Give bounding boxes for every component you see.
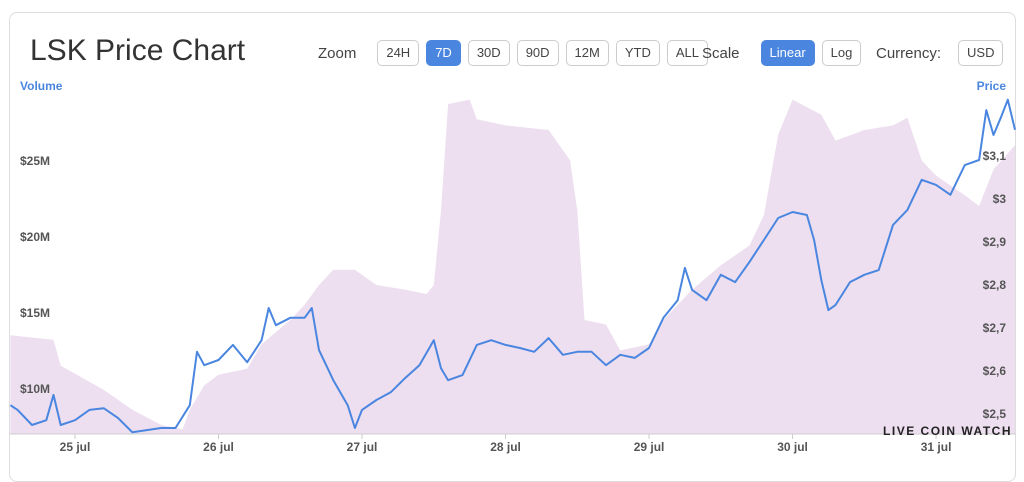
y2-tick-label: $3,1: [983, 149, 1007, 163]
currency-group: Currency: USD: [876, 40, 1004, 66]
volume-area: [10, 99, 1015, 434]
y-tick-label: $20M: [20, 230, 50, 244]
y2-tick-label: $2,8: [983, 278, 1007, 292]
y2-tick-label: $3: [993, 192, 1007, 206]
scale-button[interactable]: Log: [821, 40, 862, 66]
x-tick-label: 29 jul: [634, 440, 665, 454]
zoom-button[interactable]: 7D: [426, 40, 461, 66]
y-tick-label: $10M: [20, 382, 50, 396]
y-tick-label: $25M: [20, 154, 50, 168]
y2-tick-label: $2,5: [983, 407, 1007, 421]
scale-button[interactable]: Linear: [760, 40, 815, 66]
zoom-label: Zoom: [318, 44, 357, 62]
zoom-button[interactable]: 90D: [516, 40, 559, 66]
axis-title: Price: [977, 79, 1007, 93]
chart-title: LSK Price Chart: [30, 34, 246, 67]
zoom-button[interactable]: 12M: [565, 40, 609, 66]
scale-group: Scale Linear Log: [702, 40, 862, 66]
y2-tick-label: $2,6: [983, 364, 1007, 378]
y2-tick-label: $2,7: [983, 321, 1007, 335]
currency-button[interactable]: USD: [958, 40, 1004, 66]
zoom-button[interactable]: 24H: [377, 40, 420, 66]
x-tick-label: 26 jul: [203, 440, 234, 454]
zoom-group: Zoom 24H 7D 30D 90D 12M YTD ALL: [318, 40, 708, 66]
zoom-button[interactable]: YTD: [615, 40, 660, 66]
zoom-button[interactable]: 30D: [467, 40, 510, 66]
x-tick-label: 31 jul: [921, 440, 952, 454]
scale-label: Scale: [702, 44, 740, 62]
zoom-button[interactable]: ALL: [666, 40, 708, 66]
price-line: [9, 98, 1016, 434]
x-tick-label: 25 jul: [60, 440, 91, 454]
y-tick-label: $15M: [20, 306, 50, 320]
watermark: LIVE COIN WATCH: [883, 424, 1012, 438]
currency-label: Currency:: [876, 44, 942, 62]
axis-title: Volume: [20, 79, 63, 93]
x-tick-label: 28 jul: [490, 440, 521, 454]
y2-tick-label: $2,9: [983, 235, 1007, 249]
x-tick-label: 30 jul: [777, 440, 808, 454]
x-tick-label: 27 jul: [347, 440, 378, 454]
